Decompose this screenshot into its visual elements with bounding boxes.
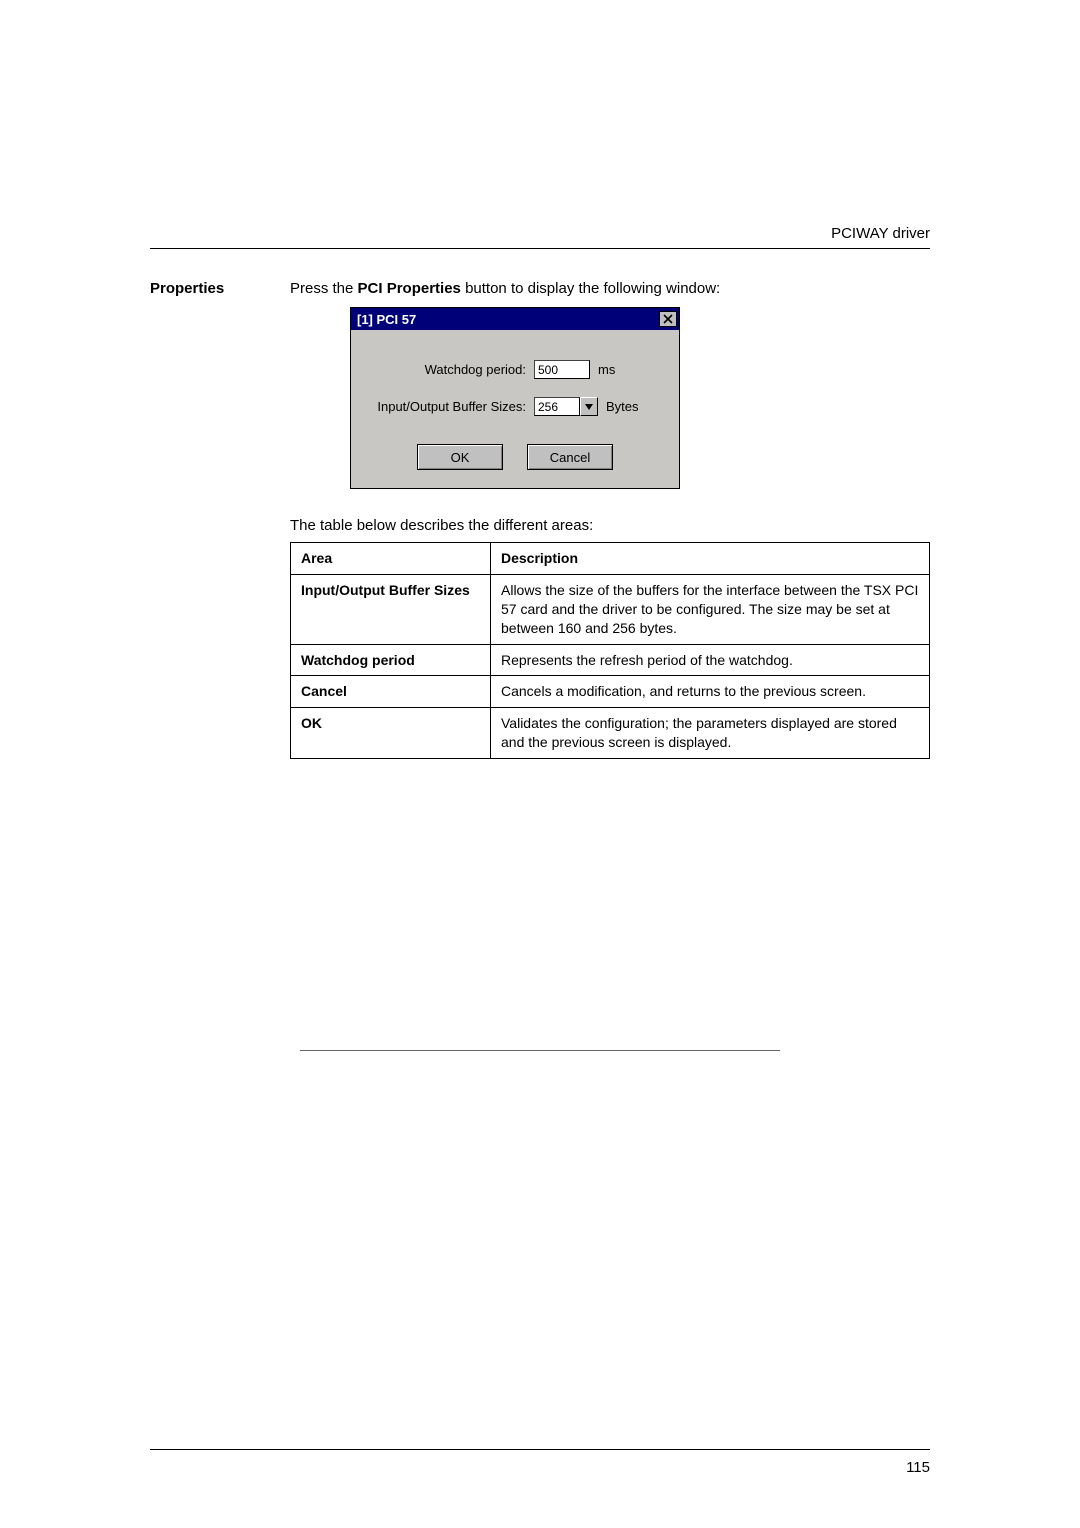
table-row: OK Validates the configuration; the para…	[291, 708, 930, 759]
watchdog-period-input[interactable]: 500	[534, 360, 590, 379]
cell-area: Input/Output Buffer Sizes	[301, 582, 470, 598]
table-row: Input/Output Buffer Sizes Allows the siz…	[291, 574, 930, 644]
buffer-sizes-label: Input/Output Buffer Sizes:	[369, 399, 534, 414]
buffer-unit: Bytes	[606, 399, 639, 414]
description-table: Area Description Input/Output Buffer Siz…	[290, 542, 930, 759]
section-bottom-rule	[300, 1050, 780, 1051]
cell-desc: Validates the configuration; the paramet…	[491, 708, 930, 759]
section-heading: Properties	[150, 280, 290, 759]
ok-button[interactable]: OK	[417, 444, 503, 470]
cell-area: OK	[301, 715, 322, 731]
dialog-title: [1] PCI 57	[357, 312, 659, 327]
cell-desc: Cancels a modification, and returns to t…	[491, 676, 930, 708]
cancel-button[interactable]: Cancel	[527, 444, 613, 470]
header-right-text: PCIWAY driver	[831, 225, 930, 242]
watchdog-unit: ms	[598, 362, 615, 377]
page-number: 115	[906, 1459, 930, 1476]
table-header-description: Description	[491, 543, 930, 575]
intro-suffix: button to display the following window:	[461, 280, 720, 297]
cell-area: Watchdog period	[301, 652, 415, 668]
chevron-down-icon[interactable]	[580, 397, 598, 416]
table-row: Cancel Cancels a modification, and retur…	[291, 676, 930, 708]
buffer-sizes-select[interactable]: 256	[534, 397, 580, 416]
footer-rule	[150, 1449, 930, 1450]
cell-area: Cancel	[301, 683, 347, 699]
cell-desc: Represents the refresh period of the wat…	[491, 644, 930, 676]
table-header-area: Area	[291, 543, 491, 575]
intro-strong: PCI Properties	[358, 280, 461, 297]
intro-prefix: Press the	[290, 280, 358, 297]
cell-desc: Allows the size of the buffers for the i…	[491, 574, 930, 644]
table-intro: The table below describes the different …	[290, 517, 930, 534]
dialog-titlebar: [1] PCI 57	[351, 308, 679, 330]
close-icon[interactable]	[659, 311, 677, 327]
watchdog-period-label: Watchdog period:	[369, 362, 534, 377]
intro-line: Press the PCI Properties button to displ…	[290, 280, 930, 297]
header-rule	[150, 248, 930, 249]
pci-properties-dialog: [1] PCI 57 Watchdog period: 500 ms	[350, 307, 680, 489]
table-row: Watchdog period Represents the refresh p…	[291, 644, 930, 676]
